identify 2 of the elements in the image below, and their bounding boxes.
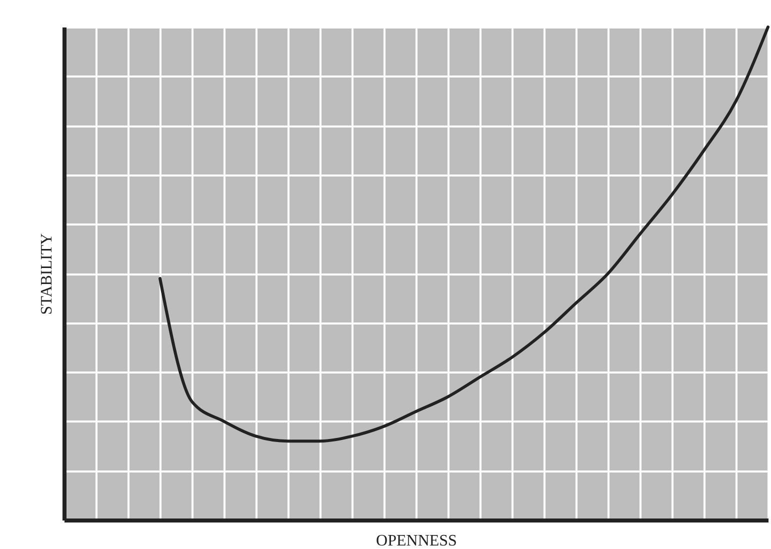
x-axis-title: OPENNESS <box>376 532 457 549</box>
y-axis-title: STABILITY <box>38 232 56 315</box>
